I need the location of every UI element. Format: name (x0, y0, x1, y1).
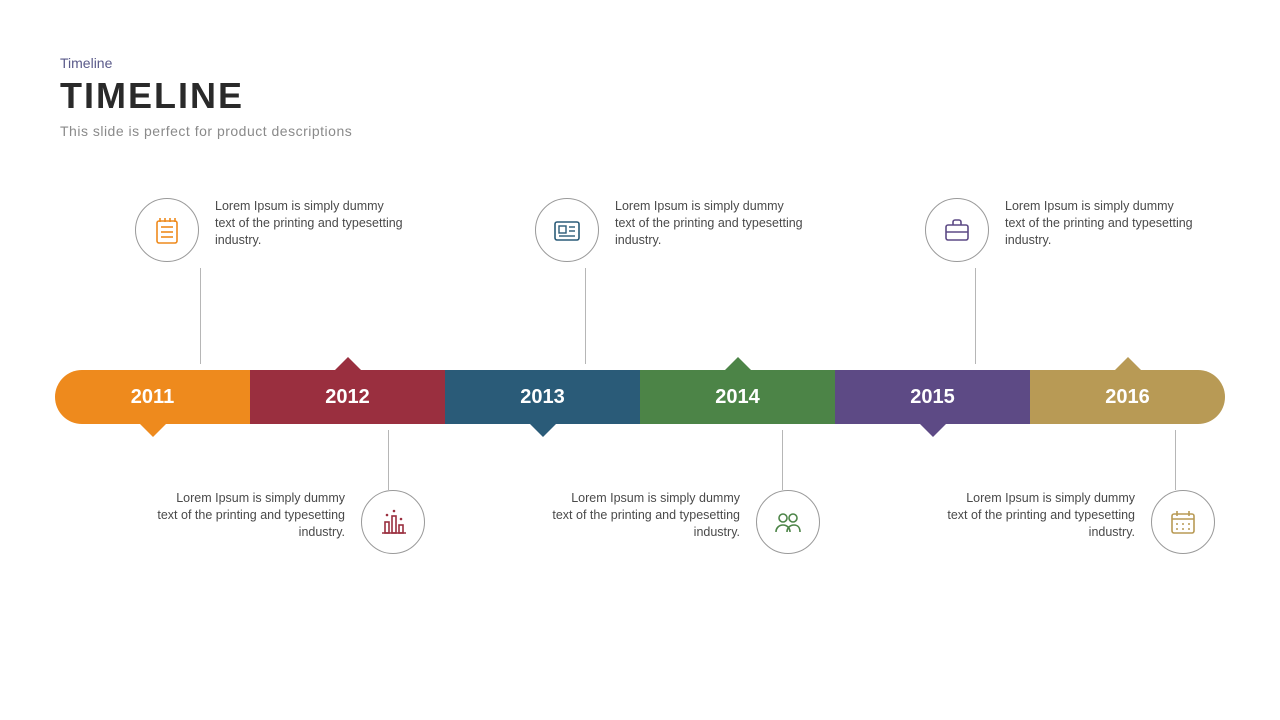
segment-arrow (529, 423, 557, 437)
page-subtitle: This slide is perfect for product descri… (60, 123, 352, 139)
connector-line (200, 268, 201, 364)
segment-arrow (334, 357, 362, 371)
callout-2015: Lorem Ipsum is simply dummy text of the … (925, 198, 1245, 262)
timeline-segment-2012: 2012 (250, 370, 445, 424)
callout-2013: Lorem Ipsum is simply dummy text of the … (535, 198, 855, 262)
breadcrumb: Timeline (60, 55, 352, 71)
timeline-segment-2013: 2013 (445, 370, 640, 424)
segment-arrow (139, 423, 167, 437)
callout-2011: Lorem Ipsum is simply dummy text of the … (135, 198, 455, 262)
notepad-icon (135, 198, 199, 262)
callout-text: Lorem Ipsum is simply dummy text of the … (550, 490, 740, 541)
year-label: 2013 (520, 386, 565, 409)
connector-line (1175, 430, 1176, 490)
connector-line (388, 430, 389, 490)
callout-text: Lorem Ipsum is simply dummy text of the … (215, 198, 405, 249)
connector-line (782, 430, 783, 490)
timeline-segment-2011: 2011 (55, 370, 250, 424)
timeline-segment-2015: 2015 (835, 370, 1030, 424)
people-icon (756, 490, 820, 554)
page-title: TIMELINE (60, 75, 352, 117)
year-label: 2012 (325, 386, 370, 409)
callout-text: Lorem Ipsum is simply dummy text of the … (1005, 198, 1195, 249)
callout-text: Lorem Ipsum is simply dummy text of the … (615, 198, 805, 249)
callout-2016: Lorem Ipsum is simply dummy text of the … (895, 490, 1215, 554)
segment-arrow (724, 357, 752, 371)
timeline-segment-2014: 2014 (640, 370, 835, 424)
year-label: 2014 (715, 386, 760, 409)
segment-arrow (919, 423, 947, 437)
callout-2012: Lorem Ipsum is simply dummy text of the … (105, 490, 425, 554)
briefcase-icon (925, 198, 989, 262)
id-card-icon (535, 198, 599, 262)
timeline-segment-2016: 2016 (1030, 370, 1225, 424)
slide-header: Timeline TIMELINE This slide is perfect … (60, 55, 352, 139)
year-label: 2011 (131, 386, 174, 409)
timeline-bar: 2011 2012 2013 2014 2015 2016 (55, 370, 1225, 424)
callout-2014: Lorem Ipsum is simply dummy text of the … (500, 490, 820, 554)
barchart-icon (361, 490, 425, 554)
connector-line (585, 268, 586, 364)
year-label: 2015 (910, 386, 955, 409)
segment-arrow (1114, 357, 1142, 371)
connector-line (975, 268, 976, 364)
callout-text: Lorem Ipsum is simply dummy text of the … (945, 490, 1135, 541)
callout-text: Lorem Ipsum is simply dummy text of the … (155, 490, 345, 541)
calendar-icon (1151, 490, 1215, 554)
year-label: 2016 (1105, 386, 1150, 409)
